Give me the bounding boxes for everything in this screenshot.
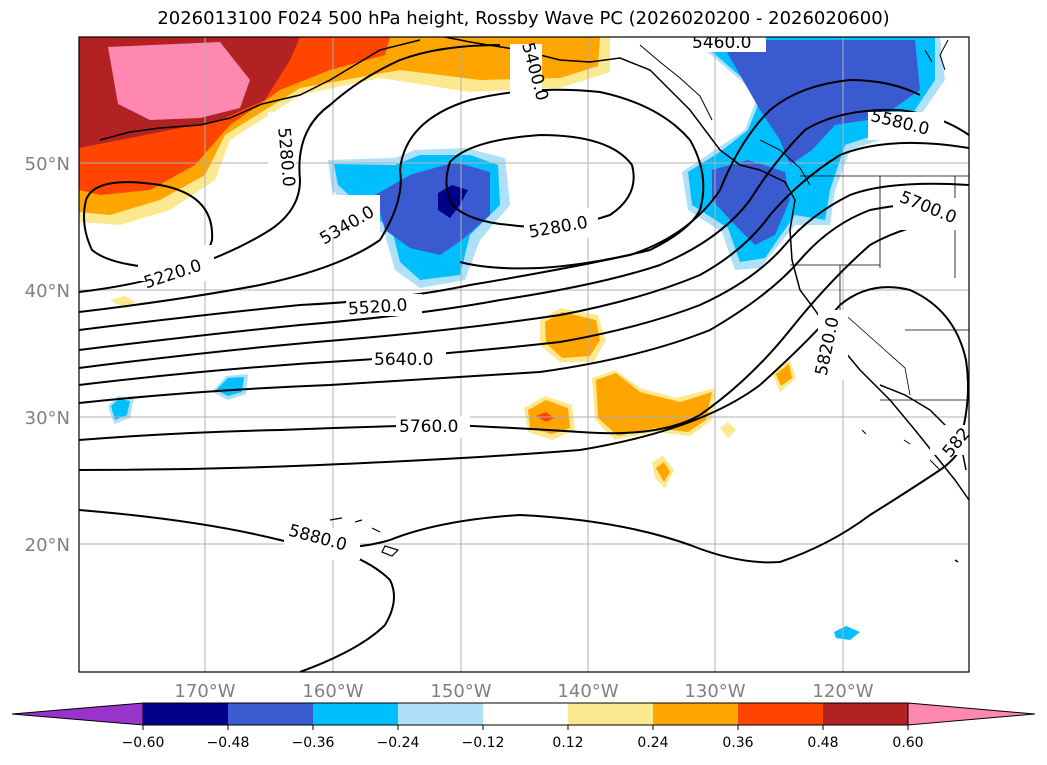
colorbar-segment bbox=[228, 703, 313, 725]
colorbar-segment bbox=[823, 703, 908, 725]
lat-label: 40°N bbox=[25, 281, 70, 302]
colorbar-tick-label: 0.36 bbox=[722, 735, 753, 751]
colorbar-tick-label: 0.48 bbox=[807, 735, 838, 751]
lon-label: 170°W bbox=[174, 681, 235, 702]
lon-label: 130°W bbox=[684, 681, 745, 702]
longitude-labels: 170°W 160°W 150°W 140°W 130°W 120°W bbox=[174, 681, 873, 702]
lon-label: 150°W bbox=[430, 681, 491, 702]
lat-label: 50°N bbox=[25, 154, 70, 175]
lon-label: 160°W bbox=[302, 681, 363, 702]
colorbar-tick-label: −0.36 bbox=[292, 735, 335, 751]
contour-labels: 5460.0 5400.0 5580.0 5280.0 5340.0 5280.… bbox=[138, 33, 969, 560]
negative-anomaly-northeast bbox=[682, 37, 945, 270]
colorbar-tick-label: −0.24 bbox=[377, 735, 420, 751]
colorbar-extend-min bbox=[11, 702, 144, 726]
lat-label: 30°N bbox=[25, 408, 70, 429]
colorbar-segment bbox=[738, 703, 823, 725]
colorbar-tick-label: 0.60 bbox=[892, 735, 923, 751]
latitude-labels: 50°N 40°N 30°N 20°N bbox=[25, 154, 70, 556]
contour-label: 5520.0 bbox=[347, 295, 408, 319]
height-contours bbox=[79, 44, 969, 672]
contour-label: 5760.0 bbox=[399, 417, 458, 437]
positive-anomaly-subtropics bbox=[110, 296, 796, 488]
colorbar-tick-label: 0.12 bbox=[552, 735, 583, 751]
lat-label: 20°N bbox=[25, 535, 70, 556]
colorbar-segment bbox=[143, 703, 228, 725]
colorbar-tick-label: −0.60 bbox=[122, 735, 165, 751]
colorbar-segment bbox=[398, 703, 483, 725]
colorbar-segment bbox=[653, 703, 738, 725]
colorbar-segment bbox=[568, 703, 653, 725]
map-frame bbox=[78, 36, 970, 673]
colorbar: −0.60 −0.48 −0.36 −0.24 −0.12 0.12 0.24 0.36 0.4… bbox=[11, 702, 1036, 751]
contour-label: 5640.0 bbox=[374, 350, 433, 370]
colorbar-ticks: −0.60 −0.48 −0.36 −0.24 −0.12 0.12 0.24 0.36 0.4… bbox=[122, 725, 924, 751]
map-area: 5460.0 5400.0 5580.0 5280.0 5340.0 5280.… bbox=[79, 33, 969, 672]
chart-title: 2026013100 F024 500 hPa height, Rossby W… bbox=[157, 8, 890, 29]
colorbar-segments bbox=[11, 702, 1036, 726]
colorbar-segment bbox=[313, 703, 398, 725]
colorbar-tick-label: 0.24 bbox=[637, 735, 668, 751]
lon-label: 120°W bbox=[812, 681, 873, 702]
colorbar-tick-label: −0.48 bbox=[207, 735, 250, 751]
lon-label: 140°W bbox=[557, 681, 618, 702]
colorbar-tick-label: −0.12 bbox=[462, 735, 505, 751]
contour-label: 5460.0 bbox=[692, 33, 751, 53]
colorbar-outline bbox=[142, 702, 909, 726]
colorbar-extend-max bbox=[907, 702, 1036, 726]
colorbar-segment bbox=[483, 703, 568, 725]
